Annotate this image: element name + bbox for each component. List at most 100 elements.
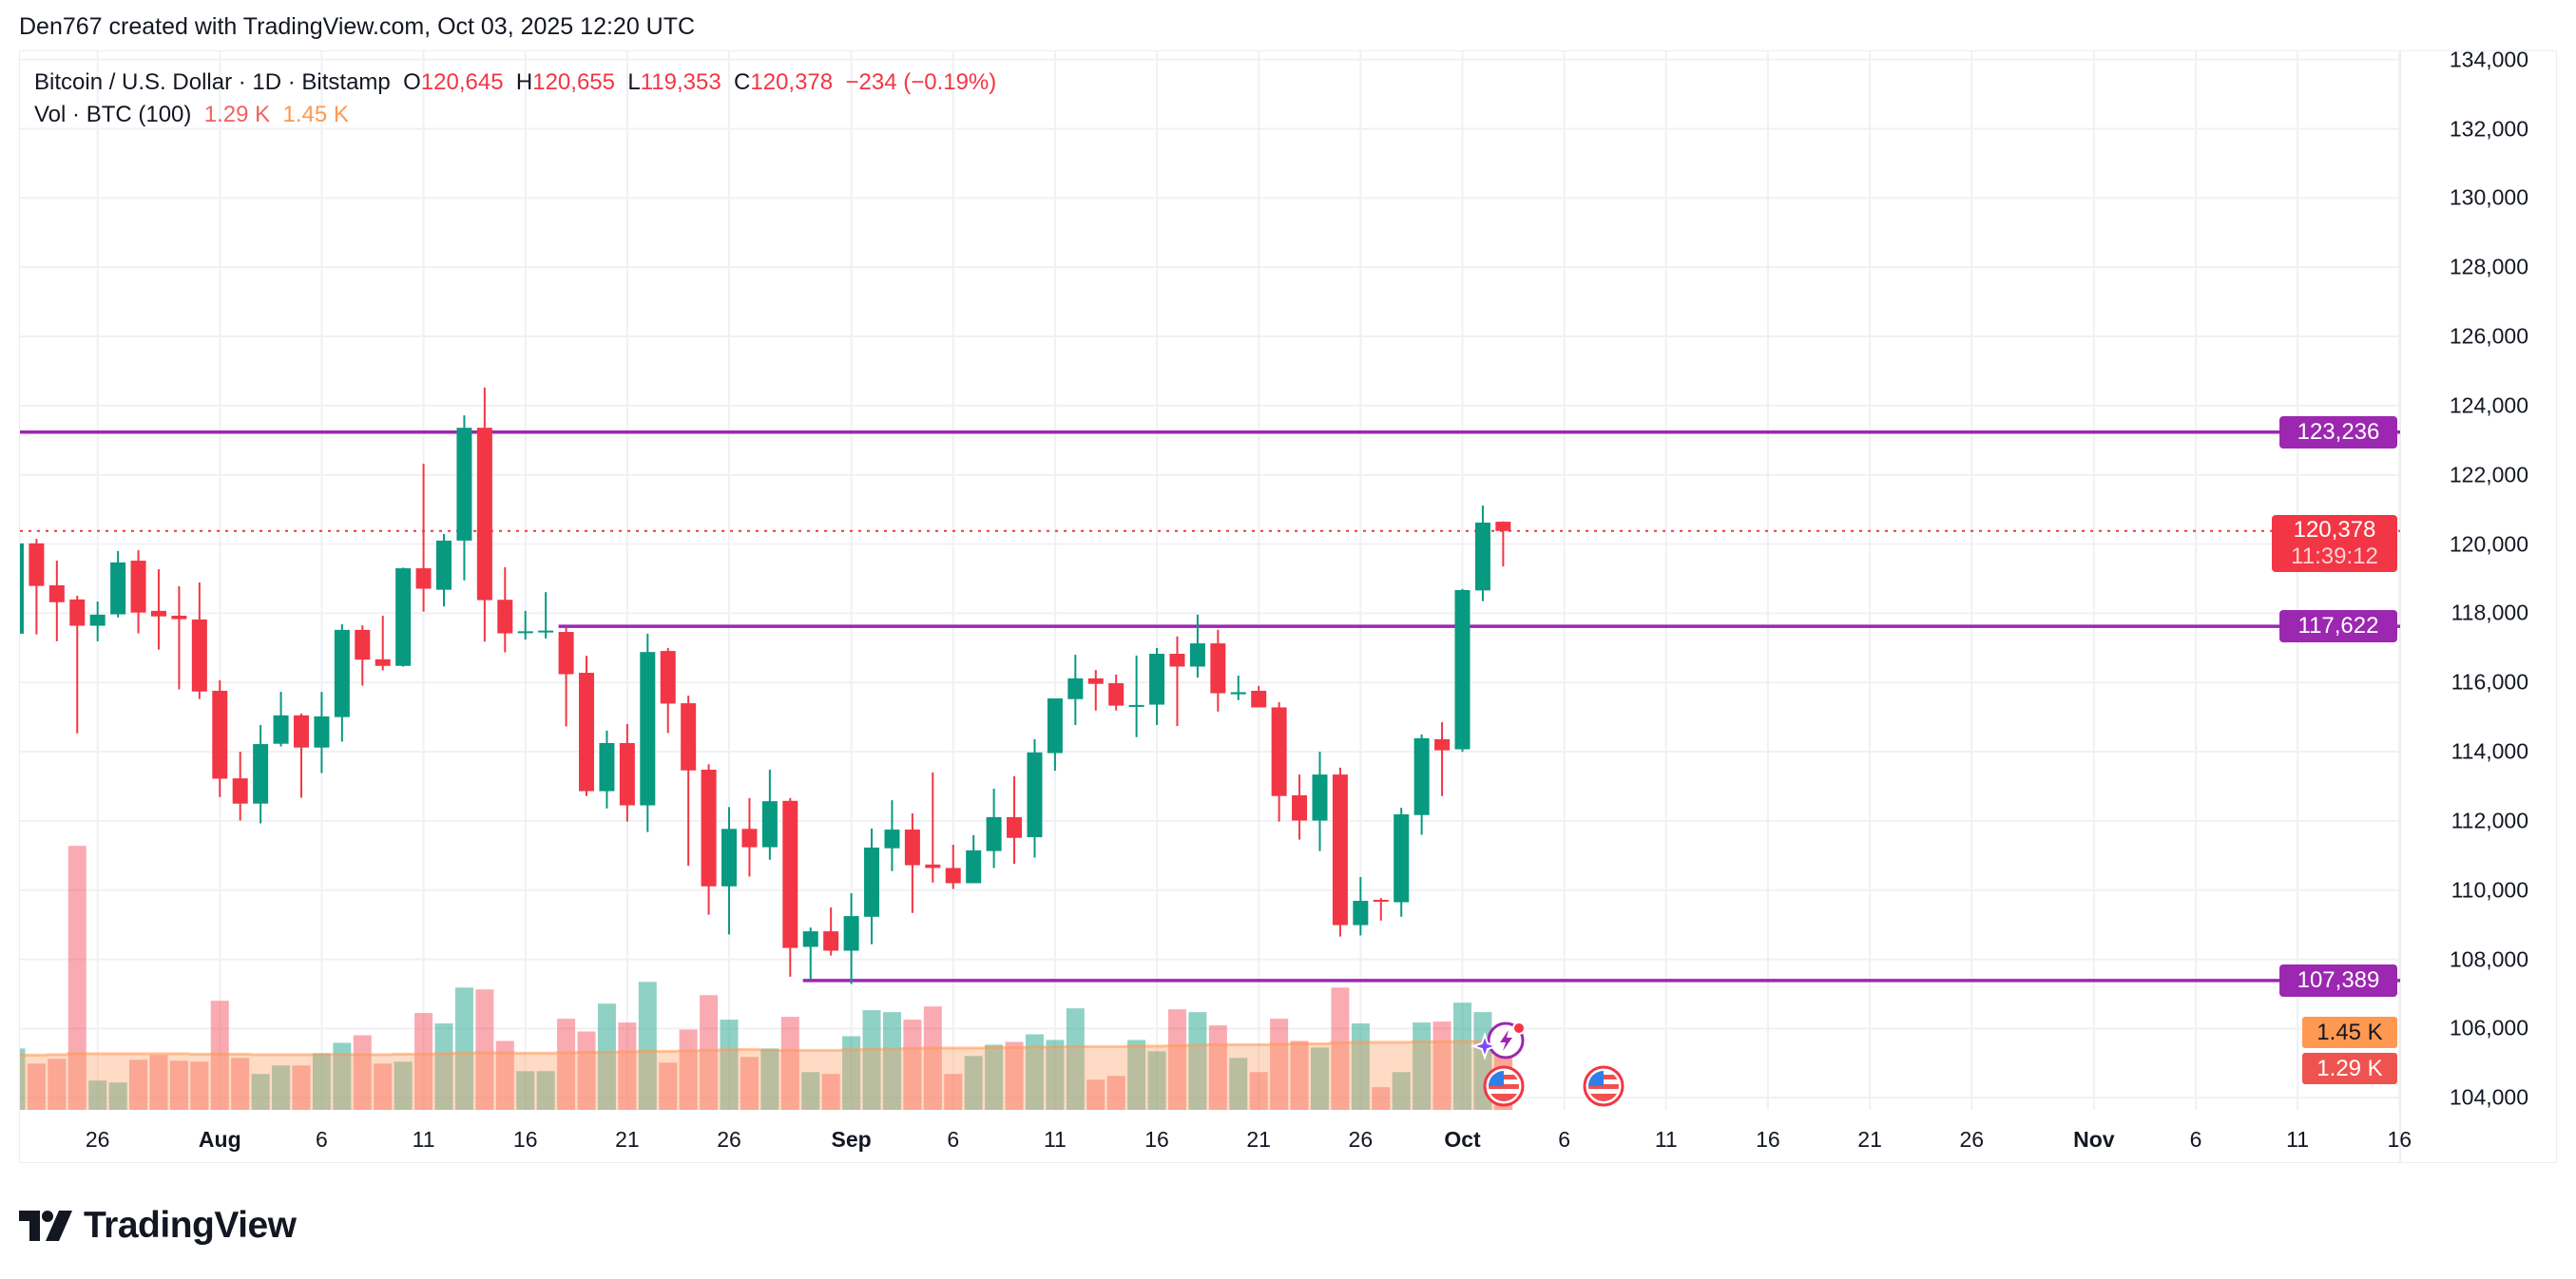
volume-bar	[1229, 1058, 1248, 1110]
us-flag-event-icon[interactable]	[1583, 1065, 1624, 1107]
logo-text: TradingView	[84, 1205, 297, 1246]
candle-body	[20, 543, 24, 634]
volume-bar	[1005, 1041, 1024, 1110]
volume-bar	[1046, 1040, 1065, 1110]
candle	[619, 723, 635, 822]
volume-bar	[374, 1063, 393, 1110]
price-tick-label: 128,000	[2449, 254, 2528, 279]
candle	[1292, 774, 1308, 840]
volume-label[interactable]: Vol · BTC (100)	[34, 102, 192, 127]
candle-body	[355, 629, 371, 660]
time-tick-label: 16	[512, 1127, 538, 1152]
candle	[925, 772, 941, 883]
candle-body	[232, 778, 248, 804]
volume-bar	[1025, 1034, 1044, 1110]
candle	[1434, 722, 1451, 796]
time-tick-label: 21	[1246, 1127, 1271, 1152]
high-label: H	[515, 69, 533, 95]
candle-body	[1047, 697, 1063, 754]
volume-bar	[903, 1020, 922, 1110]
volume-bar	[700, 995, 719, 1110]
candle-body	[89, 614, 106, 626]
volume-bar	[964, 1056, 983, 1110]
price-tick-label: 114,000	[2451, 738, 2528, 764]
candle	[436, 533, 452, 607]
candle	[355, 625, 371, 686]
us-flag-event-icon[interactable]	[1483, 1065, 1525, 1107]
volume-bar	[475, 989, 494, 1110]
volume-bar	[27, 1063, 46, 1110]
candle-body	[1007, 816, 1023, 838]
volume-value: 1.29 K	[203, 102, 271, 127]
candle	[986, 789, 1002, 869]
volume-bar	[985, 1044, 1004, 1110]
candle	[375, 615, 391, 671]
horizontal-levels[interactable]	[20, 430, 2400, 983]
candle	[1373, 898, 1389, 921]
volume-legend-row: Vol · BTC (100) 1.29 K 1.45 K	[34, 99, 996, 131]
volume-bar	[1372, 1087, 1391, 1110]
lightning-event-icon[interactable]	[1470, 1021, 1526, 1061]
candle-body	[558, 632, 574, 675]
time-tick-label: 11	[2286, 1127, 2310, 1152]
candle	[1474, 506, 1490, 601]
candle	[497, 566, 513, 653]
candle-body	[1027, 752, 1043, 838]
candle-body	[1312, 774, 1328, 821]
candle-body	[395, 568, 412, 666]
volume-ma-value: 1.45 K	[282, 102, 349, 127]
candle-body	[599, 742, 615, 792]
price-tick-label: 116,000	[2451, 669, 2528, 695]
current-price-tag: 120,378 11:39:12	[2272, 515, 2397, 572]
grid-lines	[20, 51, 2401, 1110]
candle	[741, 797, 758, 877]
candle	[681, 696, 697, 867]
candle-body	[843, 916, 859, 951]
candle-body	[1373, 899, 1389, 902]
price-tick-label: 106,000	[2449, 1015, 2528, 1040]
candle-body	[191, 619, 207, 692]
time-tick-label: 16	[2387, 1127, 2413, 1152]
price-tick-label: 110,000	[2451, 877, 2528, 903]
mid-support-price-tag: 117,622	[2279, 610, 2397, 642]
candle-body	[660, 651, 676, 704]
candle	[171, 585, 187, 690]
volume-bar	[801, 1072, 820, 1110]
volume-bar	[333, 1042, 352, 1110]
candle-body	[1210, 643, 1226, 694]
candle-body	[1292, 794, 1308, 821]
candle-body	[334, 629, 350, 717]
candle-body	[966, 849, 982, 884]
candle	[150, 569, 166, 650]
volume-ma-tag: 1.45 K	[2302, 1017, 2397, 1048]
candle-body	[761, 801, 778, 848]
price-tick-label: 118,000	[2451, 600, 2528, 625]
current-price: 120,378	[2293, 517, 2376, 543]
volume-bar	[1270, 1019, 1289, 1110]
volume-bar	[312, 1053, 331, 1110]
volume-bar	[882, 1012, 901, 1110]
open-value: 120,645	[420, 69, 504, 95]
candle-body	[701, 770, 717, 887]
candle	[1169, 636, 1185, 727]
candles	[20, 387, 1511, 984]
candle	[579, 656, 595, 796]
candle	[1454, 588, 1471, 753]
candle-body	[497, 600, 513, 634]
candle-body	[1271, 707, 1287, 796]
candle	[1067, 655, 1084, 726]
candle	[110, 550, 126, 618]
volume-bar	[190, 1061, 209, 1110]
candle-body	[1454, 589, 1471, 750]
attribution-text: Den767 created with TradingView.com, Oct…	[19, 13, 696, 40]
symbol-name[interactable]: Bitcoin / U.S. Dollar · 1D · Bitstamp	[34, 69, 391, 95]
candle-body	[517, 631, 533, 634]
tradingview-logo[interactable]: TradingView	[19, 1205, 297, 1247]
price-tick-label: 104,000	[2449, 1084, 2528, 1110]
volume-bar	[1413, 1022, 1432, 1110]
time-tick-label: 11	[1654, 1127, 1678, 1152]
volume-bar	[1066, 1008, 1085, 1110]
chart-frame	[19, 50, 2557, 1163]
bar-countdown: 11:39:12	[2291, 544, 2378, 569]
